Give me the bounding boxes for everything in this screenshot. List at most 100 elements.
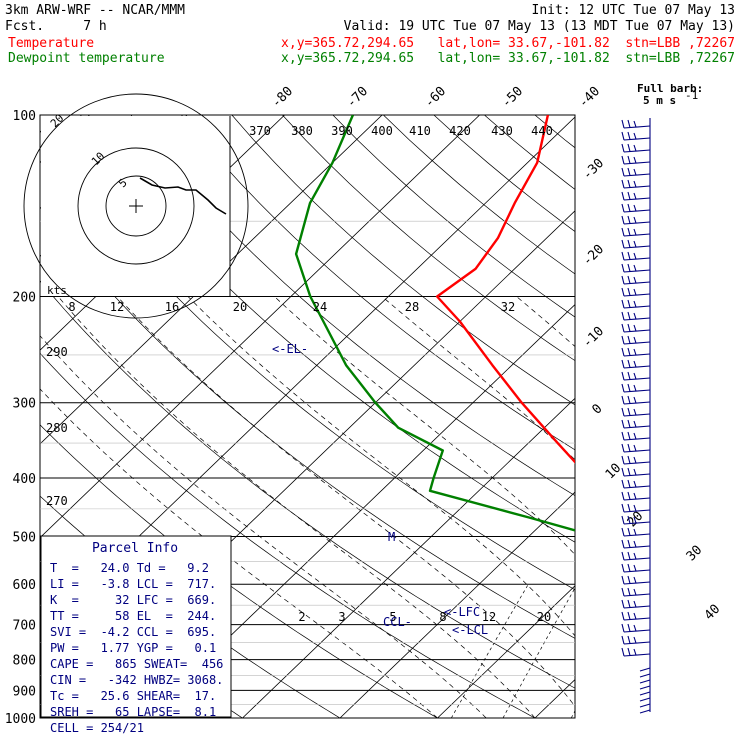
dry-adiabat bbox=[130, 115, 575, 497]
wind-barb bbox=[621, 635, 651, 645]
dry-adiabat bbox=[231, 115, 575, 406]
wind-barb bbox=[621, 323, 651, 333]
mixing-ratio-label: 3 bbox=[338, 610, 345, 624]
dry-adiabat bbox=[40, 129, 575, 591]
el-label: <-EL- bbox=[272, 342, 308, 356]
theta-e-label: 390 bbox=[331, 124, 353, 138]
wind-barb bbox=[621, 311, 651, 321]
pressure-label: 600 bbox=[13, 578, 36, 593]
parcel-info-row: Tc = 25.6 SHEAR= 17. bbox=[50, 689, 216, 703]
barb-legend-superscript: -1 bbox=[685, 89, 698, 102]
wind-barb bbox=[621, 455, 651, 465]
theta-e-label: 430 bbox=[491, 124, 513, 138]
wind-barb bbox=[621, 383, 651, 393]
wind-barb bbox=[621, 623, 651, 633]
wind-barb-low bbox=[639, 691, 651, 696]
wind-barb bbox=[621, 347, 651, 357]
inset-tick-label: 24 bbox=[313, 300, 327, 314]
wind-barb bbox=[621, 167, 651, 177]
wind-barb bbox=[621, 371, 651, 381]
dewpoint-trace bbox=[294, 115, 575, 532]
isotherm-line bbox=[437, 585, 575, 718]
theta-side-label: 290 bbox=[46, 345, 68, 359]
temperature-location: x,y=365.72,294.65 lat,lon= 33.67,-101.82… bbox=[281, 36, 735, 51]
wind-barb bbox=[621, 479, 651, 489]
theta-side-label: 270 bbox=[46, 494, 68, 508]
wind-barb bbox=[621, 191, 651, 201]
wind-barb bbox=[621, 539, 651, 549]
init-time: Init: 12 UTC Tue 07 May 13 bbox=[532, 3, 736, 18]
inset-tick-label: 20 bbox=[233, 300, 247, 314]
wind-barb bbox=[621, 335, 651, 345]
parcel-info-row: T = 24.0 Td = 9.2 bbox=[50, 561, 209, 575]
parcel-info-row: CELL = 254/21 bbox=[50, 721, 144, 735]
wind-barb bbox=[621, 251, 651, 261]
inset-tick-label: 16 bbox=[165, 300, 179, 314]
wind-barb bbox=[621, 131, 651, 141]
wind-barb bbox=[621, 275, 651, 285]
wind-barb bbox=[621, 443, 651, 453]
parcel-info-row: CIN = -342 HWBZ= 3068. bbox=[50, 673, 223, 687]
sounding-series bbox=[294, 115, 575, 532]
parcel-info-row: SREH = 65 LAPSE= 8.1 bbox=[50, 705, 216, 719]
m-label: M bbox=[388, 530, 395, 544]
mixing-ratio-label: 2 bbox=[298, 610, 305, 624]
pressure-label: 300 bbox=[13, 397, 36, 412]
theta-e-label: 440 bbox=[531, 124, 553, 138]
dewpoint-location: x,y=365.72,294.65 lat,lon= 33.67,-101.82… bbox=[281, 51, 735, 66]
isotherm-line bbox=[40, 115, 480, 539]
wind-barb bbox=[621, 227, 651, 237]
hodo-ring-outer bbox=[23, 93, 249, 319]
hodo-ring-inner bbox=[105, 175, 167, 237]
pressure-label: 900 bbox=[13, 684, 36, 699]
wind-barb bbox=[621, 215, 651, 225]
hodo-ring-middle bbox=[77, 147, 195, 265]
model-title: 3km ARW-WRF -- NCAR/MMM bbox=[5, 3, 185, 18]
moist-adiabat bbox=[117, 296, 575, 707]
wind-barb bbox=[621, 239, 651, 249]
barb-legend-line1: Full barb: bbox=[637, 82, 703, 95]
isotherm-line bbox=[242, 397, 575, 718]
dry-adiabat bbox=[40, 206, 575, 639]
pressure-label: 700 bbox=[13, 619, 36, 634]
barb-legend-line2: 5 m s bbox=[643, 94, 676, 107]
wind-barb bbox=[621, 611, 651, 621]
ccl-label: CCL- bbox=[383, 615, 412, 629]
wind-barb-low bbox=[639, 709, 651, 714]
header: 3km ARW-WRF -- NCAR/MMM Init: 12 UTC Tue… bbox=[5, 3, 735, 66]
wind-barb bbox=[621, 407, 651, 417]
wind-barb bbox=[621, 431, 651, 441]
inset-tick-label: 32 bbox=[501, 300, 515, 314]
barb-legend: Full barb: 5 m s -1 bbox=[637, 82, 703, 107]
wind-barb bbox=[621, 143, 651, 153]
wind-barb bbox=[621, 419, 651, 429]
wind-barb bbox=[621, 587, 651, 597]
wind-barb-low bbox=[639, 667, 651, 672]
isotherm-line bbox=[40, 115, 383, 445]
wind-barb bbox=[621, 563, 651, 573]
inset-tick-label: 8 bbox=[68, 300, 75, 314]
mixing-ratio-label: 5 bbox=[389, 610, 396, 624]
lfc-label: <-LFC bbox=[444, 605, 480, 619]
wind-barb bbox=[621, 263, 651, 273]
wind-barb bbox=[621, 575, 651, 585]
hodograph-trace bbox=[139, 177, 227, 215]
valid-time: Valid: 19 UTC Tue 07 May 13 (13 MDT Tue … bbox=[344, 19, 735, 34]
wind-barbs bbox=[621, 118, 651, 714]
wind-barb-low bbox=[639, 697, 651, 702]
theta-e-label: 410 bbox=[409, 124, 431, 138]
parcel-info-row: TT = 58 EL = 244. bbox=[50, 609, 216, 623]
wind-barb bbox=[621, 119, 651, 129]
wind-barb bbox=[621, 491, 651, 501]
wind-barb-low bbox=[639, 685, 651, 690]
wind-barb bbox=[621, 467, 651, 477]
wind-barb bbox=[621, 395, 651, 405]
temperature-legend: Temperature bbox=[8, 36, 94, 51]
pressure-label: 1000 bbox=[5, 712, 36, 727]
inset-tick-label: 12 bbox=[110, 300, 124, 314]
pressure-label: 800 bbox=[13, 654, 36, 669]
pressure-label: 400 bbox=[13, 472, 36, 487]
parcel-info-title: Parcel Info bbox=[92, 541, 178, 556]
